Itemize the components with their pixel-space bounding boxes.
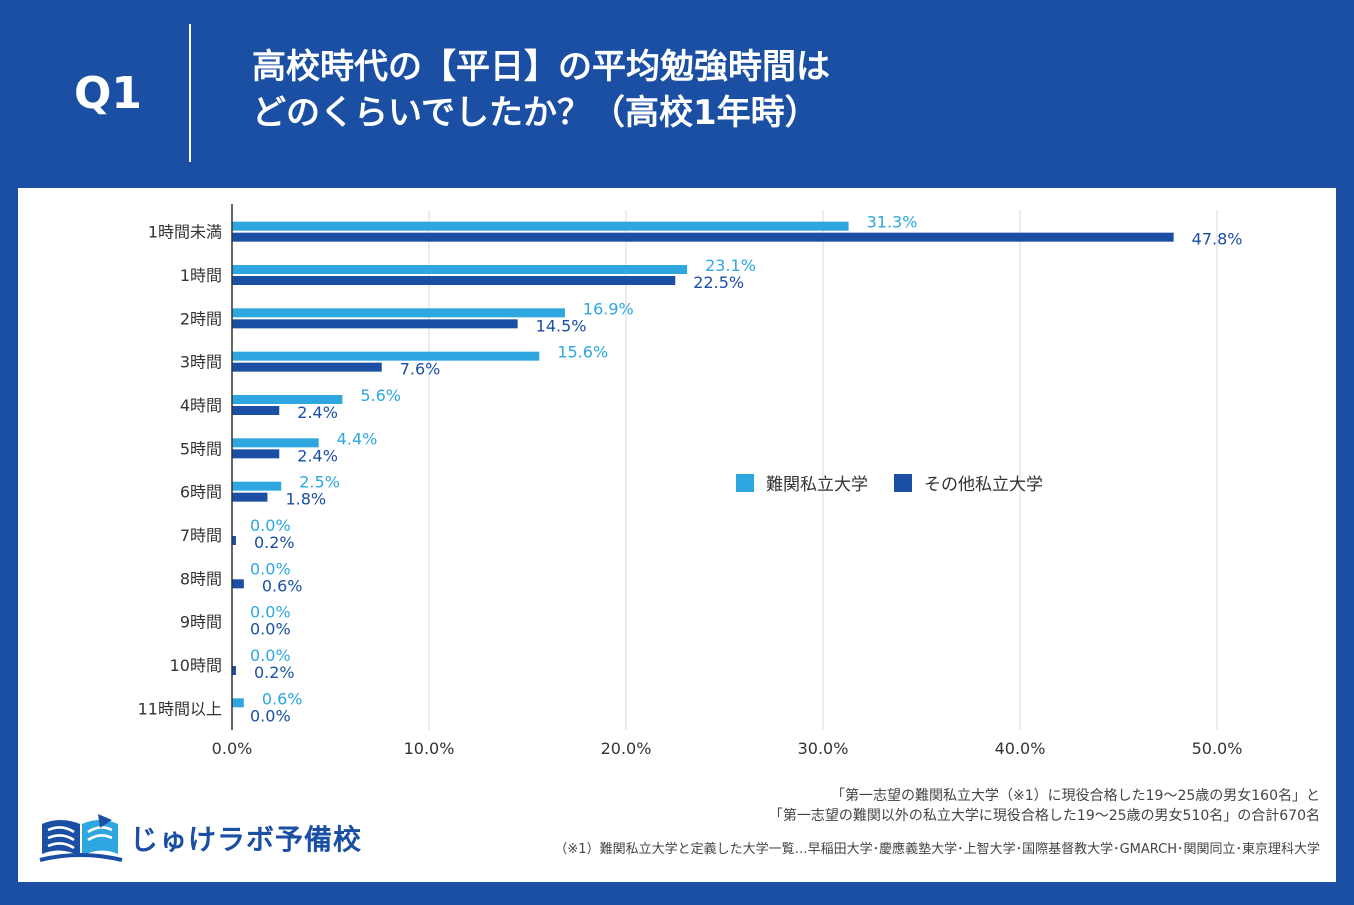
data-label: 1.8% <box>285 490 326 509</box>
bar-series2 <box>232 492 268 502</box>
legend-label-series2: その他私立大学 <box>924 475 1043 495</box>
category-label: 9時間 <box>180 613 222 632</box>
footnote: （※1）難関私立大学と定義した大学一覧…早稲田大学･慶應義塾大学･上智大学･国際… <box>554 842 1320 857</box>
note-line-2: 「第一志望の難関以外の私立大学に現役合格した19〜25歳の男女510名」の合計6… <box>768 808 1320 824</box>
category-label: 8時間 <box>180 569 222 588</box>
data-label: 0.0% <box>250 516 291 535</box>
question-number: Q1 <box>74 68 143 119</box>
bar-series2 <box>232 449 280 459</box>
title-line-1: 高校時代の【平日】の平均勉強時間は <box>252 47 830 87</box>
category-label: 11時間以上 <box>138 699 222 718</box>
category-label: 4時間 <box>180 396 222 415</box>
logo: じゅけラボ予備校 <box>38 810 362 866</box>
data-label: 0.2% <box>254 663 295 682</box>
data-label: 0.0% <box>250 646 291 665</box>
data-label: 5.6% <box>360 386 401 405</box>
x-tick-label: 50.0% <box>1192 739 1243 758</box>
data-label: 16.9% <box>583 299 634 318</box>
category-label: 10時間 <box>170 656 222 675</box>
legend-item-series2: その他私立大学 <box>894 470 1043 495</box>
data-label: 0.6% <box>262 689 303 708</box>
legend-swatch-series2 <box>894 473 912 492</box>
header: Q1 高校時代の【平日】の平均勉強時間は どのくらいでしたか？（高校1年時） <box>0 0 1354 188</box>
data-label: 2.5% <box>299 473 340 492</box>
data-label: 0.6% <box>262 576 303 595</box>
data-label: 0.0% <box>250 603 291 622</box>
category-label: 5時間 <box>180 439 222 458</box>
data-label: 0.0% <box>250 620 291 639</box>
legend-swatch-series1 <box>736 473 754 492</box>
logo-text: じゅけラボ予備校 <box>130 823 363 856</box>
bar-series2 <box>232 406 280 415</box>
page-title: 高校時代の【平日】の平均勉強時間は どのくらいでしたか？（高校1年時） <box>252 44 1252 136</box>
bar-series1 <box>232 221 849 231</box>
data-label: 4.4% <box>337 429 378 448</box>
data-label: 15.6% <box>557 343 608 362</box>
chart-panel: 0.0% 10.0% 20.0% 30.0% 40.0% 50.0% 1時間未満 31.3% 4… <box>18 188 1336 882</box>
data-label: 0.2% <box>254 533 295 552</box>
category-label: 7時間 <box>180 526 222 545</box>
data-label: 0.0% <box>250 706 291 725</box>
bar-series2 <box>232 232 1174 242</box>
survey-notes: 「第一志望の難関私立大学（※1）に現役合格した19〜25歳の男女160名」と 「… <box>769 786 1320 826</box>
x-tick-label: 30.0% <box>798 739 849 758</box>
data-label: 22.5% <box>693 273 744 292</box>
bar-series2 <box>232 536 236 545</box>
bar-series1 <box>232 265 688 274</box>
note-line-1: 「第一志望の難関私立大学（※1）に現役合格した19〜25歳の男女160名」と <box>831 788 1320 804</box>
bar-series1 <box>232 481 282 491</box>
open-book-icon <box>39 814 123 862</box>
bar-series1 <box>232 308 565 318</box>
bar-series2 <box>232 579 244 589</box>
category-label: 1時間 <box>180 266 222 285</box>
data-label: 47.8% <box>1192 230 1243 249</box>
data-label: 31.3% <box>867 213 918 232</box>
data-label: 0.0% <box>250 559 291 578</box>
data-label: 2.4% <box>297 403 338 422</box>
x-tick-label: 0.0% <box>212 739 253 758</box>
bar-series2 <box>232 276 676 285</box>
x-tick-label: 20.0% <box>601 739 652 758</box>
legend: 難関私立大学 その他私立大学 <box>736 470 1069 495</box>
bar-series1 <box>232 395 343 404</box>
bar-series2 <box>232 362 382 372</box>
bar-series1 <box>232 351 540 361</box>
title-line-2: どのくらいでしたか？（高校1年時） <box>252 93 819 133</box>
data-label: 7.6% <box>400 360 441 379</box>
bar-series1 <box>232 438 319 448</box>
data-label: 14.5% <box>536 316 587 335</box>
header-divider <box>189 24 191 162</box>
legend-label-series1: 難関私立大学 <box>766 475 868 495</box>
category-label: 6時間 <box>180 483 222 502</box>
bar-series1 <box>232 698 244 708</box>
category-label: 1時間未満 <box>148 223 222 242</box>
category-label: 3時間 <box>180 353 222 372</box>
bar-series2 <box>232 666 236 675</box>
bar-chart: 0.0% 10.0% 20.0% 30.0% 40.0% 50.0% 1時間未満 31.3% 4… <box>138 204 1243 758</box>
legend-item-series1: 難関私立大学 <box>736 470 868 495</box>
bar-series2 <box>232 319 518 329</box>
x-tick-label: 40.0% <box>995 739 1046 758</box>
data-label: 2.4% <box>297 446 338 465</box>
x-tick-label: 10.0% <box>404 739 455 758</box>
category-label: 2時間 <box>180 309 222 328</box>
data-label: 23.1% <box>705 256 756 275</box>
